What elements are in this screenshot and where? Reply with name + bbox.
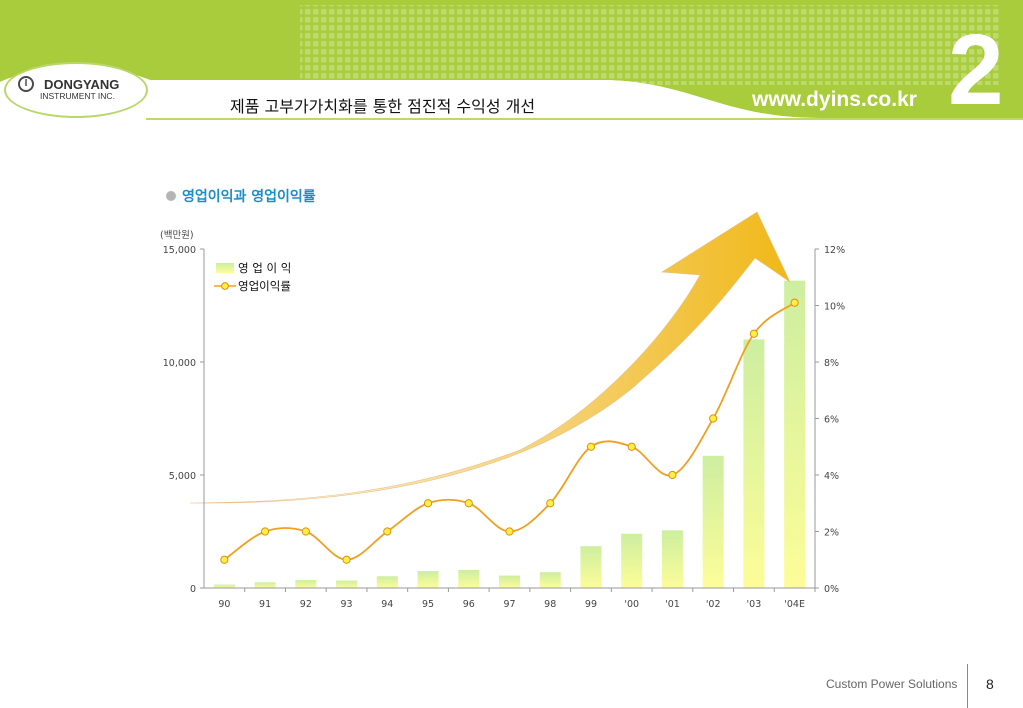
- margin-point-96: [464, 499, 473, 508]
- margin-point-97: [505, 527, 514, 536]
- footer-divider: [967, 664, 968, 708]
- bar-'04E: [784, 280, 806, 588]
- bullet-icon: [166, 191, 176, 201]
- y2-tick-label: 4%: [824, 471, 839, 482]
- margin-point-'04E: [790, 298, 799, 307]
- legend-bar-label: 영 업 이 익: [238, 261, 291, 275]
- bar-93: [336, 580, 358, 588]
- legend-bar-swatch: [216, 263, 234, 273]
- company-name: DONGYANG: [44, 77, 120, 92]
- margin-point-93: [342, 555, 351, 564]
- y2-tick-label: 8%: [824, 358, 839, 369]
- margin-point-'01: [668, 470, 677, 480]
- margin-point-95: [423, 499, 433, 508]
- x-tick-label: 96: [463, 599, 475, 610]
- website-url: www.dyins.co.kr: [752, 88, 917, 111]
- margin-point-90: [220, 555, 229, 564]
- bar-97: [499, 575, 520, 588]
- legend-line-marker: [221, 282, 229, 290]
- logo-icon: I: [18, 76, 34, 92]
- y-tick-label: 0: [190, 584, 196, 595]
- margin-point-94: [383, 527, 392, 536]
- x-tick-label: 95: [422, 599, 434, 610]
- x-tick-label: '01: [665, 599, 680, 610]
- slide-title: 제품 고부가가치화를 통한 점진적 수익성 개선: [230, 97, 536, 116]
- margin-point-'02: [709, 414, 718, 423]
- x-tick-label: 93: [341, 599, 353, 610]
- y-tick-label: 15,000: [163, 245, 196, 256]
- x-tick-label: 94: [381, 599, 393, 610]
- header: I DONGYANG INSTRUMENT INC. 제품 고부가가치화를 통한…: [0, 0, 1023, 125]
- x-tick-label: 91: [259, 599, 271, 610]
- section-number: 2: [948, 14, 1004, 126]
- bar-99: [580, 546, 602, 588]
- bar-'03: [743, 339, 765, 588]
- bar-94: [376, 576, 398, 588]
- section-title-text: 영업이익과 영업이익률: [182, 189, 316, 205]
- x-tick-label: 98: [544, 599, 556, 610]
- bar-'00: [621, 533, 643, 588]
- bar-96: [458, 569, 480, 588]
- y2-tick-label: 10%: [824, 302, 845, 313]
- bar-90: [213, 584, 235, 588]
- growth-arrow: [189, 211, 791, 504]
- x-tick-label: 99: [585, 599, 597, 610]
- y2-tick-label: 0%: [824, 584, 839, 595]
- header-background: [0, 0, 1023, 125]
- y2-tick-label: 6%: [824, 415, 839, 426]
- y-unit-label: (백만원): [160, 230, 194, 241]
- bar-91: [254, 582, 276, 588]
- page-number: 8: [986, 676, 994, 692]
- x-tick-label: 97: [503, 599, 515, 610]
- bar-95: [417, 571, 439, 588]
- x-tick-label: 92: [300, 599, 312, 610]
- margin-line: [223, 301, 796, 561]
- margin-point-98: [546, 499, 555, 508]
- y-tick-label: 10,000: [163, 358, 196, 369]
- x-tick-label: '03: [747, 599, 762, 610]
- x-tick-label: '04E: [784, 599, 805, 610]
- bar-92: [295, 580, 317, 588]
- bar-98: [539, 572, 561, 588]
- margin-point-'03: [749, 329, 759, 338]
- margin-point-99: [586, 442, 596, 451]
- section-title: 영업이익과 영업이익률: [166, 186, 316, 206]
- bar-'02: [702, 455, 724, 588]
- margin-point-91: [261, 527, 270, 536]
- x-tick-label: 90: [218, 599, 230, 610]
- x-tick-label: '02: [706, 599, 721, 610]
- margin-point-'00: [627, 442, 636, 451]
- y2-tick-label: 2%: [824, 528, 839, 539]
- bar-'01: [661, 530, 683, 588]
- legend-line-label: 영업이익률: [238, 279, 291, 293]
- growth-arrow-shape: [189, 211, 791, 504]
- footer-tagline: Custom Power Solutions: [826, 677, 958, 691]
- y-tick-label: 5,000: [169, 471, 196, 482]
- margin-point-92: [301, 527, 310, 536]
- company-subtitle: INSTRUMENT INC.: [40, 91, 115, 101]
- y2-tick-label: 12%: [824, 245, 845, 256]
- x-tick-label: '00: [624, 599, 639, 610]
